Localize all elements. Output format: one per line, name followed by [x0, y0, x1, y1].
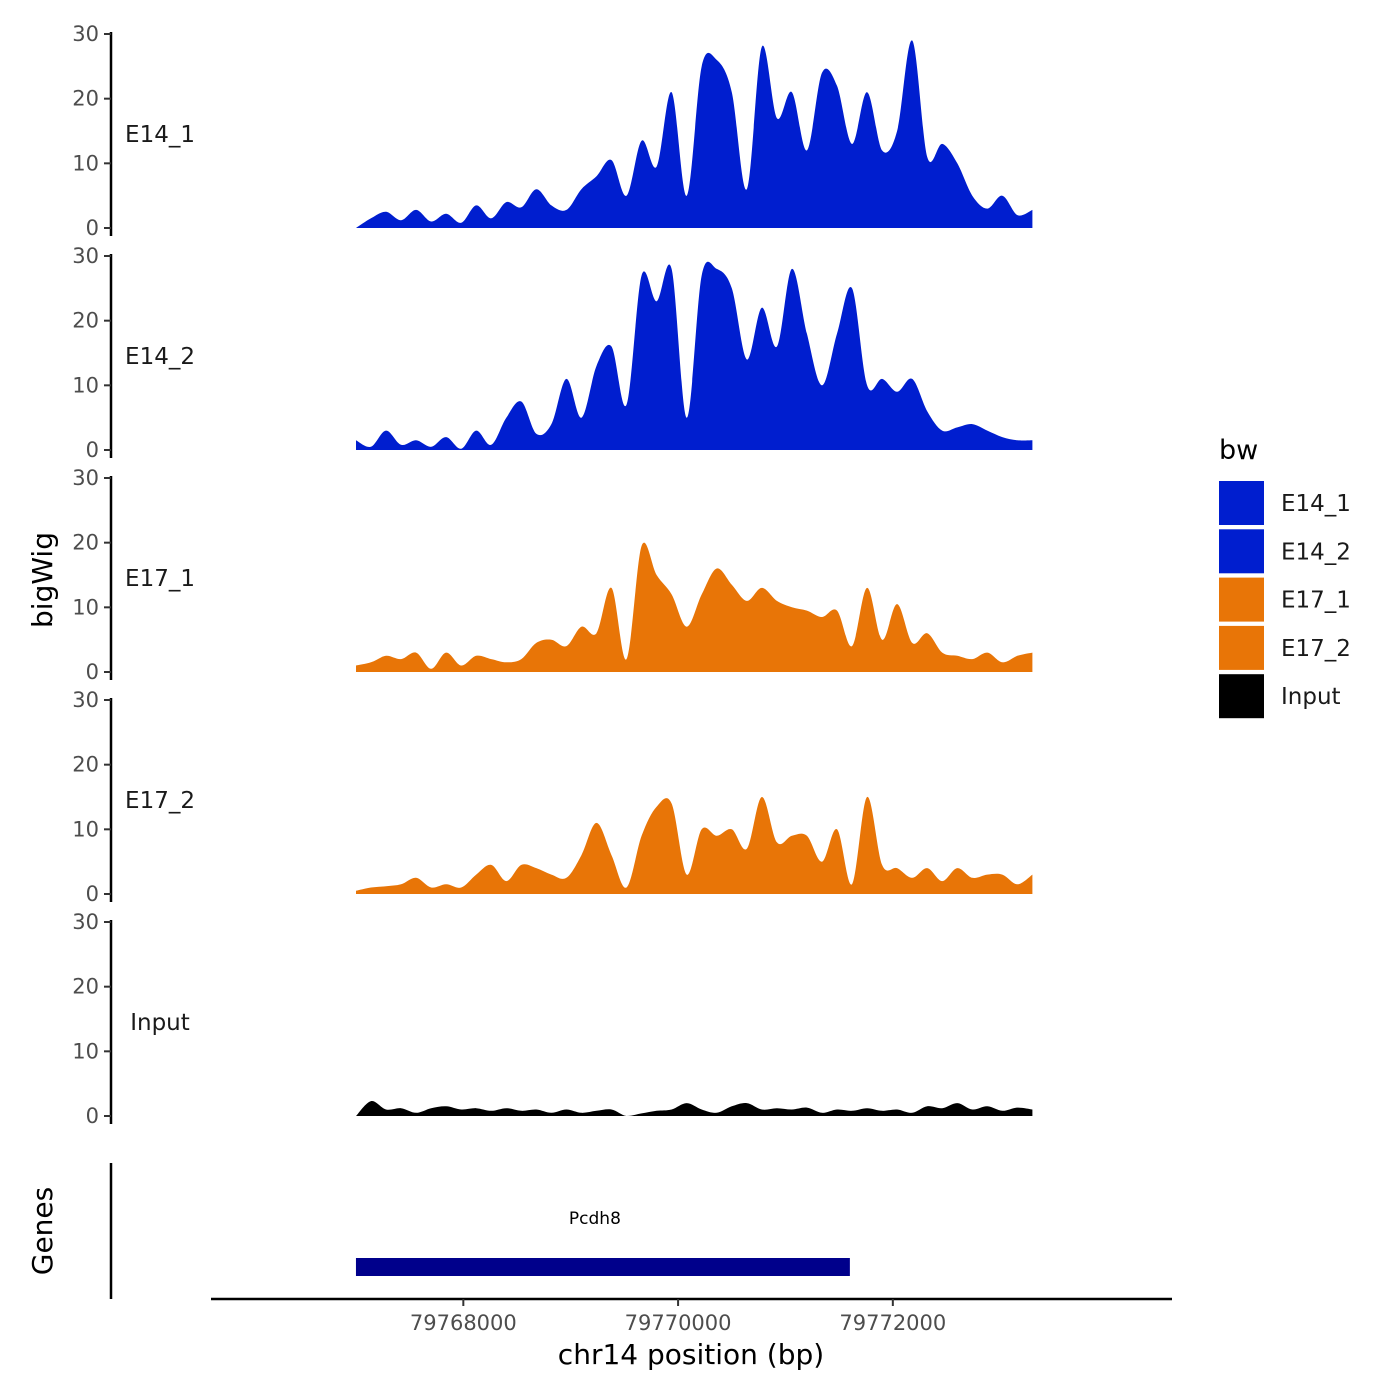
legend-label: E14_1 [1281, 491, 1351, 517]
y-tick-label: 30 [72, 910, 99, 934]
y-axis-title: bigWig [26, 532, 59, 628]
x-tick-label: 79772000 [839, 1311, 946, 1335]
gene-label: Pcdh8 [569, 1209, 621, 1229]
track-e17-1: 0 10 20 30 E17_1 [72, 466, 1033, 684]
gene-panel-title: Genes [26, 1187, 59, 1275]
coverage-area-e17-1 [356, 542, 1033, 672]
legend-item-e14-1: E14_1 [1219, 481, 1351, 525]
coverage-area-e17-2 [356, 796, 1033, 894]
y-tick-label: 20 [72, 87, 99, 111]
track-label: E14_1 [125, 122, 195, 148]
x-axis: 79768000 79770000 79772000 chr14 position … [211, 1297, 1172, 1371]
y-tick-label: 10 [72, 817, 99, 841]
legend-item-e14-2: E14_2 [1219, 529, 1351, 574]
legend-items: E14_1 E14_2 E17_1 E17_2 Input [1219, 481, 1351, 719]
gene-models: Pcdh8 [355, 1209, 850, 1276]
legend-swatch [1219, 529, 1264, 574]
track-e17-2: 0 10 20 30 E17_2 [72, 688, 1033, 906]
legend-swatch [1219, 481, 1264, 525]
track-label: E17_2 [125, 788, 195, 814]
y-tick-label: 30 [72, 466, 99, 490]
x-tick-label: 79768000 [410, 1311, 517, 1335]
legend-label: E17_1 [1281, 588, 1351, 614]
y-tick-label: 30 [72, 688, 99, 712]
legend-label: E17_2 [1281, 636, 1351, 662]
legend-label: E14_2 [1281, 539, 1351, 565]
y-tick-label: 30 [72, 244, 99, 268]
y-tick-label: 20 [72, 753, 99, 777]
legend-swatch [1219, 625, 1264, 670]
legend-swatch [1219, 674, 1264, 719]
y-tick-label: 0 [86, 1104, 99, 1128]
gene-panel: Genes Pcdh8 [26, 1163, 850, 1299]
y-tick-label: 10 [72, 373, 99, 397]
track-input: 0 10 20 30 Input [72, 910, 1033, 1128]
legend-item-e17-1: E17_1 [1219, 577, 1351, 622]
track-label: E14_2 [125, 344, 195, 370]
x-tick-label: 79770000 [625, 1311, 732, 1335]
y-tick-label: 20 [72, 531, 99, 555]
track-label: Input [130, 1010, 190, 1036]
y-tick-label: 20 [72, 309, 99, 333]
coverage-tracks: 0 10 20 30 E14_1 0 10 20 30 E14_2 0 10 20 30 E17_1 0 10 2… [72, 22, 1033, 1128]
coverage-area-e14-1 [356, 40, 1033, 229]
coverage-area-input [356, 1100, 1033, 1116]
y-tick-label: 0 [86, 660, 99, 684]
track-e14-1: 0 10 20 30 E14_1 [72, 22, 1033, 240]
y-tick-label: 10 [72, 595, 99, 619]
y-tick-label: 0 [86, 216, 99, 240]
track-label: E17_1 [125, 566, 195, 592]
y-tick-label: 10 [72, 1039, 99, 1063]
legend-item-e17-2: E17_2 [1219, 625, 1351, 670]
gene-body [355, 1258, 850, 1276]
y-tick-label: 0 [86, 438, 99, 462]
coverage-area-e14-2 [356, 261, 1033, 450]
y-tick-label: 20 [72, 975, 99, 999]
legend: bw E14_1 E14_2 E17_1 E17_2 Input [1219, 435, 1351, 719]
x-axis-ticks: 79768000 79770000 79772000 [410, 1299, 946, 1335]
y-tick-label: 0 [86, 882, 99, 906]
legend-label: Input [1281, 684, 1341, 710]
legend-item-input: Input [1219, 674, 1341, 719]
legend-title: bw [1219, 435, 1258, 466]
x-axis-title: chr14 position (bp) [558, 1338, 824, 1371]
y-tick-label: 10 [72, 151, 99, 175]
gene-pcdh8: Pcdh8 [355, 1209, 850, 1276]
track-e14-2: 0 10 20 30 E14_2 [72, 244, 1033, 462]
legend-swatch [1219, 577, 1264, 622]
y-tick-label: 30 [72, 22, 99, 46]
